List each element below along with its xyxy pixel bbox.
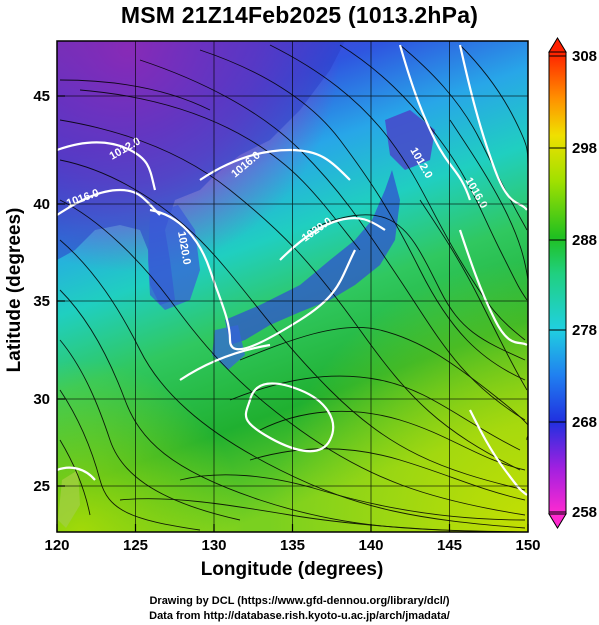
x-axis-ticks [56, 524, 529, 532]
isobar-1020-center [149, 208, 356, 351]
isobar-1016-center [199, 148, 351, 181]
isobar-south-loop [244, 382, 335, 453]
lat-lon-grid [57, 41, 528, 532]
map-title: MSM 21Z14Feb2025 (1013.2hPa) [120, 2, 479, 28]
isobar-label: 1020.0 [175, 230, 193, 265]
colorbar-label: 268 [572, 414, 597, 431]
continent-landmass [57, 41, 345, 305]
colorbar-label: 288 [572, 232, 597, 249]
colorbar-label: 298 [572, 140, 597, 157]
isobar-south-line [179, 343, 271, 381]
x-tick-label: 145 [437, 537, 462, 554]
colorbar-top-arrow [548, 37, 567, 53]
taiwan-island [58, 470, 80, 528]
y-tick-label: 30 [33, 391, 50, 408]
y-axis-title: Latitude (degrees) [4, 208, 25, 373]
isobar-1020-east [279, 216, 386, 261]
isobar-1012-west [57, 141, 157, 191]
isobar-southeast [469, 409, 528, 496]
x-tick-label: 125 [123, 537, 148, 554]
x-tick-label: 130 [201, 537, 226, 554]
japan-hokkaido [385, 110, 435, 170]
x-tick-label: 150 [515, 537, 540, 554]
isobar-east-upper [458, 229, 528, 346]
colorbar-label: 278 [572, 322, 597, 339]
x-axis-title: Longitude (degrees) [201, 559, 384, 580]
colorbar-label: 308 [572, 48, 597, 65]
y-tick-labels: 45 40 35 30 25 [33, 88, 50, 495]
x-tick-label: 140 [358, 537, 383, 554]
x-tick-label: 135 [280, 537, 305, 554]
y-axis-ticks [57, 95, 65, 487]
isobar-taiwan [57, 466, 96, 481]
temperature-field: 1012.0 1016.0 1020.0 1016.0 1020.0 1012.… [57, 41, 528, 532]
y-tick-label: 25 [33, 478, 50, 495]
y-tick-label: 35 [33, 293, 50, 310]
credit-data: Data from http://database.rish.kyoto-u.a… [149, 610, 450, 622]
x-tick-labels: 120 125 130 135 140 145 150 [44, 537, 540, 554]
colorbar-label: 258 [572, 504, 597, 521]
isobars [57, 44, 528, 496]
colorbar: 308 298 288 278 268 258 [548, 37, 597, 529]
x-tick-label: 120 [44, 537, 69, 554]
colorbar-bottom-arrow [548, 513, 567, 529]
isobar-1012-north [398, 44, 472, 201]
colorbar-body [548, 51, 567, 515]
credit-drawing: Drawing by DCL (https://www.gfd-dennou.o… [149, 595, 450, 607]
y-tick-label: 40 [33, 196, 50, 213]
y-tick-label: 45 [33, 88, 50, 105]
